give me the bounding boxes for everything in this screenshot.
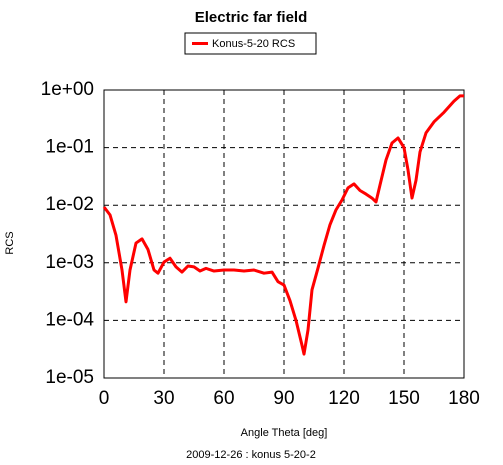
y-tick-label: 1e+00	[41, 79, 94, 100]
x-tick-label: 120	[328, 388, 360, 409]
y-tick-label: 1e-03	[45, 252, 94, 273]
x-tick-label: 180	[448, 388, 480, 409]
legend-box	[184, 32, 317, 55]
x-tick-label: 150	[388, 388, 420, 409]
y-tick-label: 1e-05	[45, 367, 94, 388]
x-tick-label: 60	[213, 388, 234, 409]
y-tick-label: 1e-01	[45, 137, 94, 158]
chart-title: Electric far field	[195, 9, 308, 26]
x-tick-label: 90	[273, 388, 294, 409]
y-axis-label: RCS	[4, 231, 16, 254]
x-tick-label: 30	[153, 388, 174, 409]
plot-frame	[103, 89, 465, 379]
y-tick-label: 1e-04	[45, 309, 94, 330]
x-tick-label: 0	[99, 388, 110, 409]
y-tick-label: 1e-02	[45, 194, 94, 215]
x-axis-label: Angle Theta [deg]	[241, 427, 328, 439]
caption: 2009-12-26 : konus 5-20-2	[186, 449, 316, 461]
legend-label: Konus-5-20 RCS	[212, 38, 295, 50]
line	[102, 94, 464, 356]
